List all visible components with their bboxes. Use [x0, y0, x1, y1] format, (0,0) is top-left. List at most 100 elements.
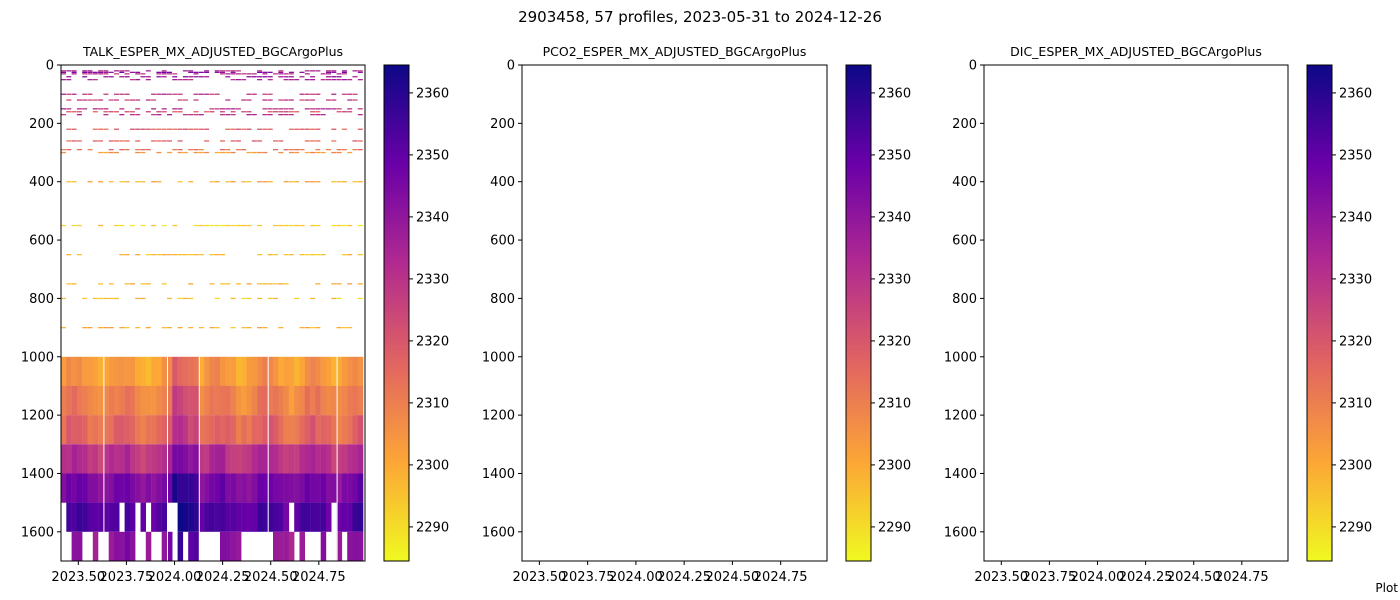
- heatmap-cell: [267, 128, 273, 130]
- heatmap-cell: [235, 356, 242, 386]
- heatmap-cell: [98, 444, 104, 474]
- heatmap-cell: [288, 108, 294, 110]
- heatmap-cell: [71, 473, 78, 503]
- heatmap-cell: [71, 140, 77, 142]
- heatmap-cell: [262, 73, 268, 75]
- heatmap-cell: [310, 356, 316, 386]
- heatmap-cell: [299, 71, 305, 73]
- heatmap-cell: [188, 385, 194, 416]
- figure-title: 2903458, 57 profiles, 2023-05-31 to 2024…: [518, 8, 882, 26]
- heatmap-cell: [251, 385, 258, 416]
- heatmap-cell: [188, 70, 194, 72]
- heatmap-cell: [357, 70, 363, 72]
- heatmap-cell: [193, 76, 199, 78]
- heatmap-cell: [92, 71, 98, 73]
- heatmap-cell: [225, 224, 231, 227]
- heatmap-cell: [76, 444, 83, 474]
- heatmap-cell: [230, 114, 236, 116]
- heatmap-cell: [225, 502, 231, 532]
- heatmap-cell: [209, 254, 215, 256]
- heatmap-cell: [299, 444, 305, 474]
- heatmap-cell: [341, 181, 347, 183]
- heatmap-cell: [257, 71, 263, 73]
- heatmap-cell: [140, 76, 146, 78]
- heatmap-cell: [320, 444, 327, 474]
- heatmap-cell: [193, 128, 199, 130]
- heatmap-cell: [352, 93, 358, 95]
- heatmap-cell: [230, 140, 236, 142]
- heatmap-cell: [119, 385, 125, 416]
- heatmap-cell: [352, 473, 358, 503]
- y-tick-label: 200: [490, 117, 515, 132]
- heatmap-cell: [188, 502, 194, 532]
- heatmap-cell: [357, 283, 363, 285]
- heatmap-cell: [177, 99, 183, 101]
- heatmap-cell: [283, 356, 290, 386]
- heatmap-cell: [220, 473, 226, 503]
- heatmap-cell: [140, 385, 146, 416]
- heatmap-cell: [288, 73, 294, 75]
- heatmap-cell: [235, 224, 241, 227]
- heatmap-cell: [177, 356, 184, 386]
- heatmap-cell: [220, 502, 226, 532]
- heatmap-cell: [283, 108, 289, 110]
- heatmap-cell: [357, 473, 364, 503]
- heatmap-cell: [331, 108, 337, 110]
- heatmap-cell: [352, 444, 358, 474]
- heatmap-cell: [182, 297, 188, 300]
- heatmap-cell: [177, 93, 183, 95]
- heatmap-cell: [315, 151, 321, 154]
- heatmap-cell: [71, 73, 77, 75]
- heatmap-cell: [151, 415, 157, 445]
- heatmap-cell: [230, 111, 236, 113]
- panel-title: PCO2_ESPER_MX_ADJUSTED_BGCArgoPlus: [543, 44, 807, 59]
- heatmap-cell: [129, 444, 136, 474]
- heatmap-cell: [331, 128, 337, 130]
- y-tick-label: 400: [29, 175, 54, 190]
- heatmap-cell: [172, 473, 178, 503]
- heatmap-cell: [220, 114, 225, 116]
- heatmap-cell: [114, 111, 119, 113]
- heatmap-cell: [304, 502, 311, 532]
- heatmap-cell: [177, 181, 183, 183]
- heatmap-cell: [108, 444, 115, 474]
- heatmap-cell: [283, 111, 289, 113]
- heatmap-cell: [71, 356, 78, 386]
- heatmap-cell: [326, 385, 332, 416]
- heatmap-cell: [283, 473, 290, 503]
- heatmap-cell: [172, 108, 178, 110]
- heatmap-cell: [214, 181, 220, 183]
- y-tick-label: 1600: [482, 525, 515, 540]
- heatmap-cell: [347, 108, 353, 110]
- heatmap-cell: [124, 99, 130, 101]
- heatmap-cell: [257, 128, 263, 130]
- heatmap-cell: [66, 128, 72, 130]
- heatmap-cell: [304, 356, 311, 386]
- colorbar-tick-label: 2300: [878, 458, 911, 473]
- heatmap-cell: [299, 327, 305, 329]
- heatmap-cell: [108, 327, 114, 329]
- heatmap-cell: [310, 327, 316, 329]
- heatmap-cell: [235, 531, 242, 561]
- heatmap-cell: [135, 73, 141, 75]
- heatmap-cell: [357, 415, 364, 445]
- heatmap-cell: [220, 70, 225, 72]
- heatmap-cell: [315, 128, 321, 130]
- heatmap-cell: [341, 444, 348, 474]
- heatmap-cell: [135, 149, 141, 151]
- heatmap-cell: [204, 415, 210, 445]
- heatmap-cell: [357, 108, 363, 110]
- heatmap-cell: [156, 473, 162, 503]
- heatmap-cell: [257, 79, 263, 81]
- heatmap-cell: [315, 70, 321, 72]
- heatmap-cell: [61, 151, 66, 154]
- heatmap-cell: [177, 444, 184, 474]
- heatmap-cell: [225, 283, 231, 285]
- heatmap-cell: [156, 71, 162, 73]
- heatmap-cell: [92, 502, 99, 532]
- heatmap-cell: [114, 140, 119, 142]
- heatmap-cell: [294, 128, 300, 130]
- heatmap-cell: [304, 73, 310, 75]
- heatmap-cell: [76, 140, 82, 142]
- heatmap-cell: [193, 149, 199, 151]
